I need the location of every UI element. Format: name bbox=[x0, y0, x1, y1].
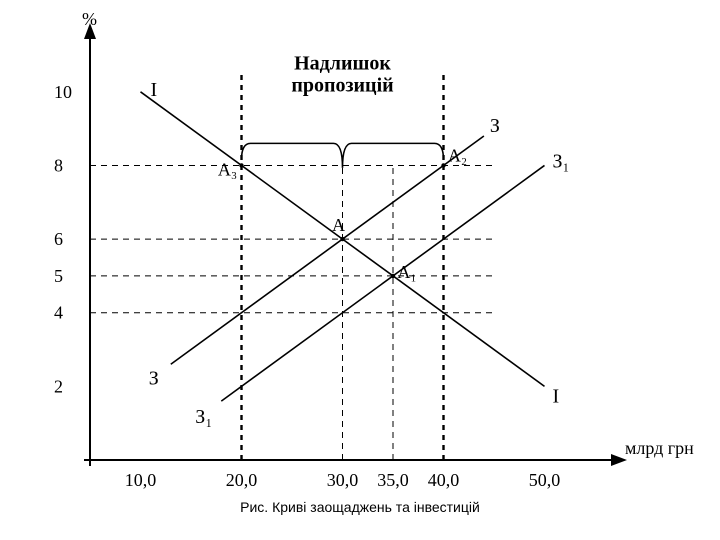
brace-path bbox=[242, 143, 444, 168]
y-tick-label: 2 bbox=[54, 376, 63, 396]
curve-label-Z1-start: З₁ bbox=[195, 406, 212, 428]
point-label-A1: A₁ bbox=[397, 262, 416, 282]
y-tick-label: 6 bbox=[54, 229, 63, 249]
curve-label-Z1-end: З₁ bbox=[553, 150, 570, 172]
reference-lines bbox=[90, 165, 494, 460]
x-tick-label: 20,0 bbox=[226, 470, 258, 490]
point-label-A2: A₂ bbox=[448, 145, 467, 165]
x-axis-label: млрд грн bbox=[625, 438, 694, 458]
curve-label-Z-end: З bbox=[490, 115, 500, 137]
y-tick-label: 5 bbox=[54, 266, 63, 286]
x-tick-label: 30,0 bbox=[327, 470, 359, 490]
x-tick-label: 50,0 bbox=[529, 470, 561, 490]
y-tick-label: 10 bbox=[54, 82, 72, 102]
x-tick-label: 10,0 bbox=[125, 470, 157, 490]
point-A3 bbox=[239, 163, 243, 167]
y-tick-label: 8 bbox=[54, 155, 63, 175]
surplus-brace bbox=[242, 143, 444, 168]
curve-label-Z-start: З bbox=[149, 367, 159, 389]
x-tick-label: 40,0 bbox=[428, 470, 460, 490]
surplus-title-line-1: Надлишок bbox=[294, 53, 391, 75]
curves: I I З З З₁ З₁ bbox=[141, 79, 570, 428]
point-A bbox=[340, 237, 344, 241]
point-A1 bbox=[391, 274, 395, 278]
savings-investment-chart: I I З З З₁ З₁ A A₁ A₂ A₃ 2 4 5 6 8 10 10,0 20,0 30,0 35,0… bbox=[0, 0, 720, 540]
figure-caption: Рис. Криві заощаджень та інвестицій bbox=[240, 499, 480, 515]
curve-label-I-start: I bbox=[151, 79, 158, 101]
curve-Z1 bbox=[221, 165, 544, 401]
point-A2 bbox=[441, 163, 445, 167]
point-label-A: A bbox=[332, 215, 345, 235]
x-tick-label: 35,0 bbox=[377, 470, 409, 490]
y-axis-label: % bbox=[82, 9, 97, 29]
point-label-A3: A₃ bbox=[218, 159, 237, 179]
curve-label-I-end: I bbox=[553, 385, 560, 407]
surplus-title-line-2: пропозицій bbox=[291, 75, 393, 97]
y-tick-label: 4 bbox=[54, 303, 63, 323]
